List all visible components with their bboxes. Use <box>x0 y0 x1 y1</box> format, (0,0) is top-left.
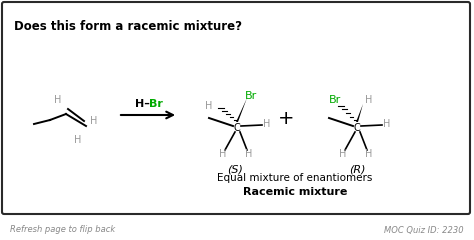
Text: H: H <box>205 101 213 111</box>
Text: (R): (R) <box>349 165 365 175</box>
Text: Racemic mixture: Racemic mixture <box>243 187 347 197</box>
Text: H: H <box>219 149 227 159</box>
Text: MOC Quiz ID: 2230: MOC Quiz ID: 2230 <box>384 226 464 234</box>
Text: C: C <box>354 123 360 133</box>
Text: H: H <box>339 149 346 159</box>
FancyBboxPatch shape <box>2 2 470 214</box>
Text: H: H <box>246 149 253 159</box>
Text: H: H <box>264 119 271 129</box>
Text: H: H <box>55 95 62 105</box>
Text: C: C <box>234 123 240 133</box>
Text: H: H <box>91 116 98 126</box>
Polygon shape <box>236 98 247 122</box>
Text: H–: H– <box>135 99 149 109</box>
Text: H: H <box>365 95 373 105</box>
Text: Br: Br <box>329 95 341 105</box>
Text: H: H <box>74 135 82 145</box>
Text: (S): (S) <box>227 165 243 175</box>
Polygon shape <box>356 104 363 122</box>
Text: H: H <box>383 119 391 129</box>
Text: Equal mixture of enantiomers: Equal mixture of enantiomers <box>217 173 373 183</box>
Text: Does this form a racemic mixture?: Does this form a racemic mixture? <box>14 20 242 33</box>
Text: +: + <box>278 108 294 127</box>
Text: H: H <box>365 149 373 159</box>
Text: Br: Br <box>149 99 163 109</box>
Text: Refresh page to flip back: Refresh page to flip back <box>10 226 115 234</box>
Text: Br: Br <box>245 91 257 101</box>
